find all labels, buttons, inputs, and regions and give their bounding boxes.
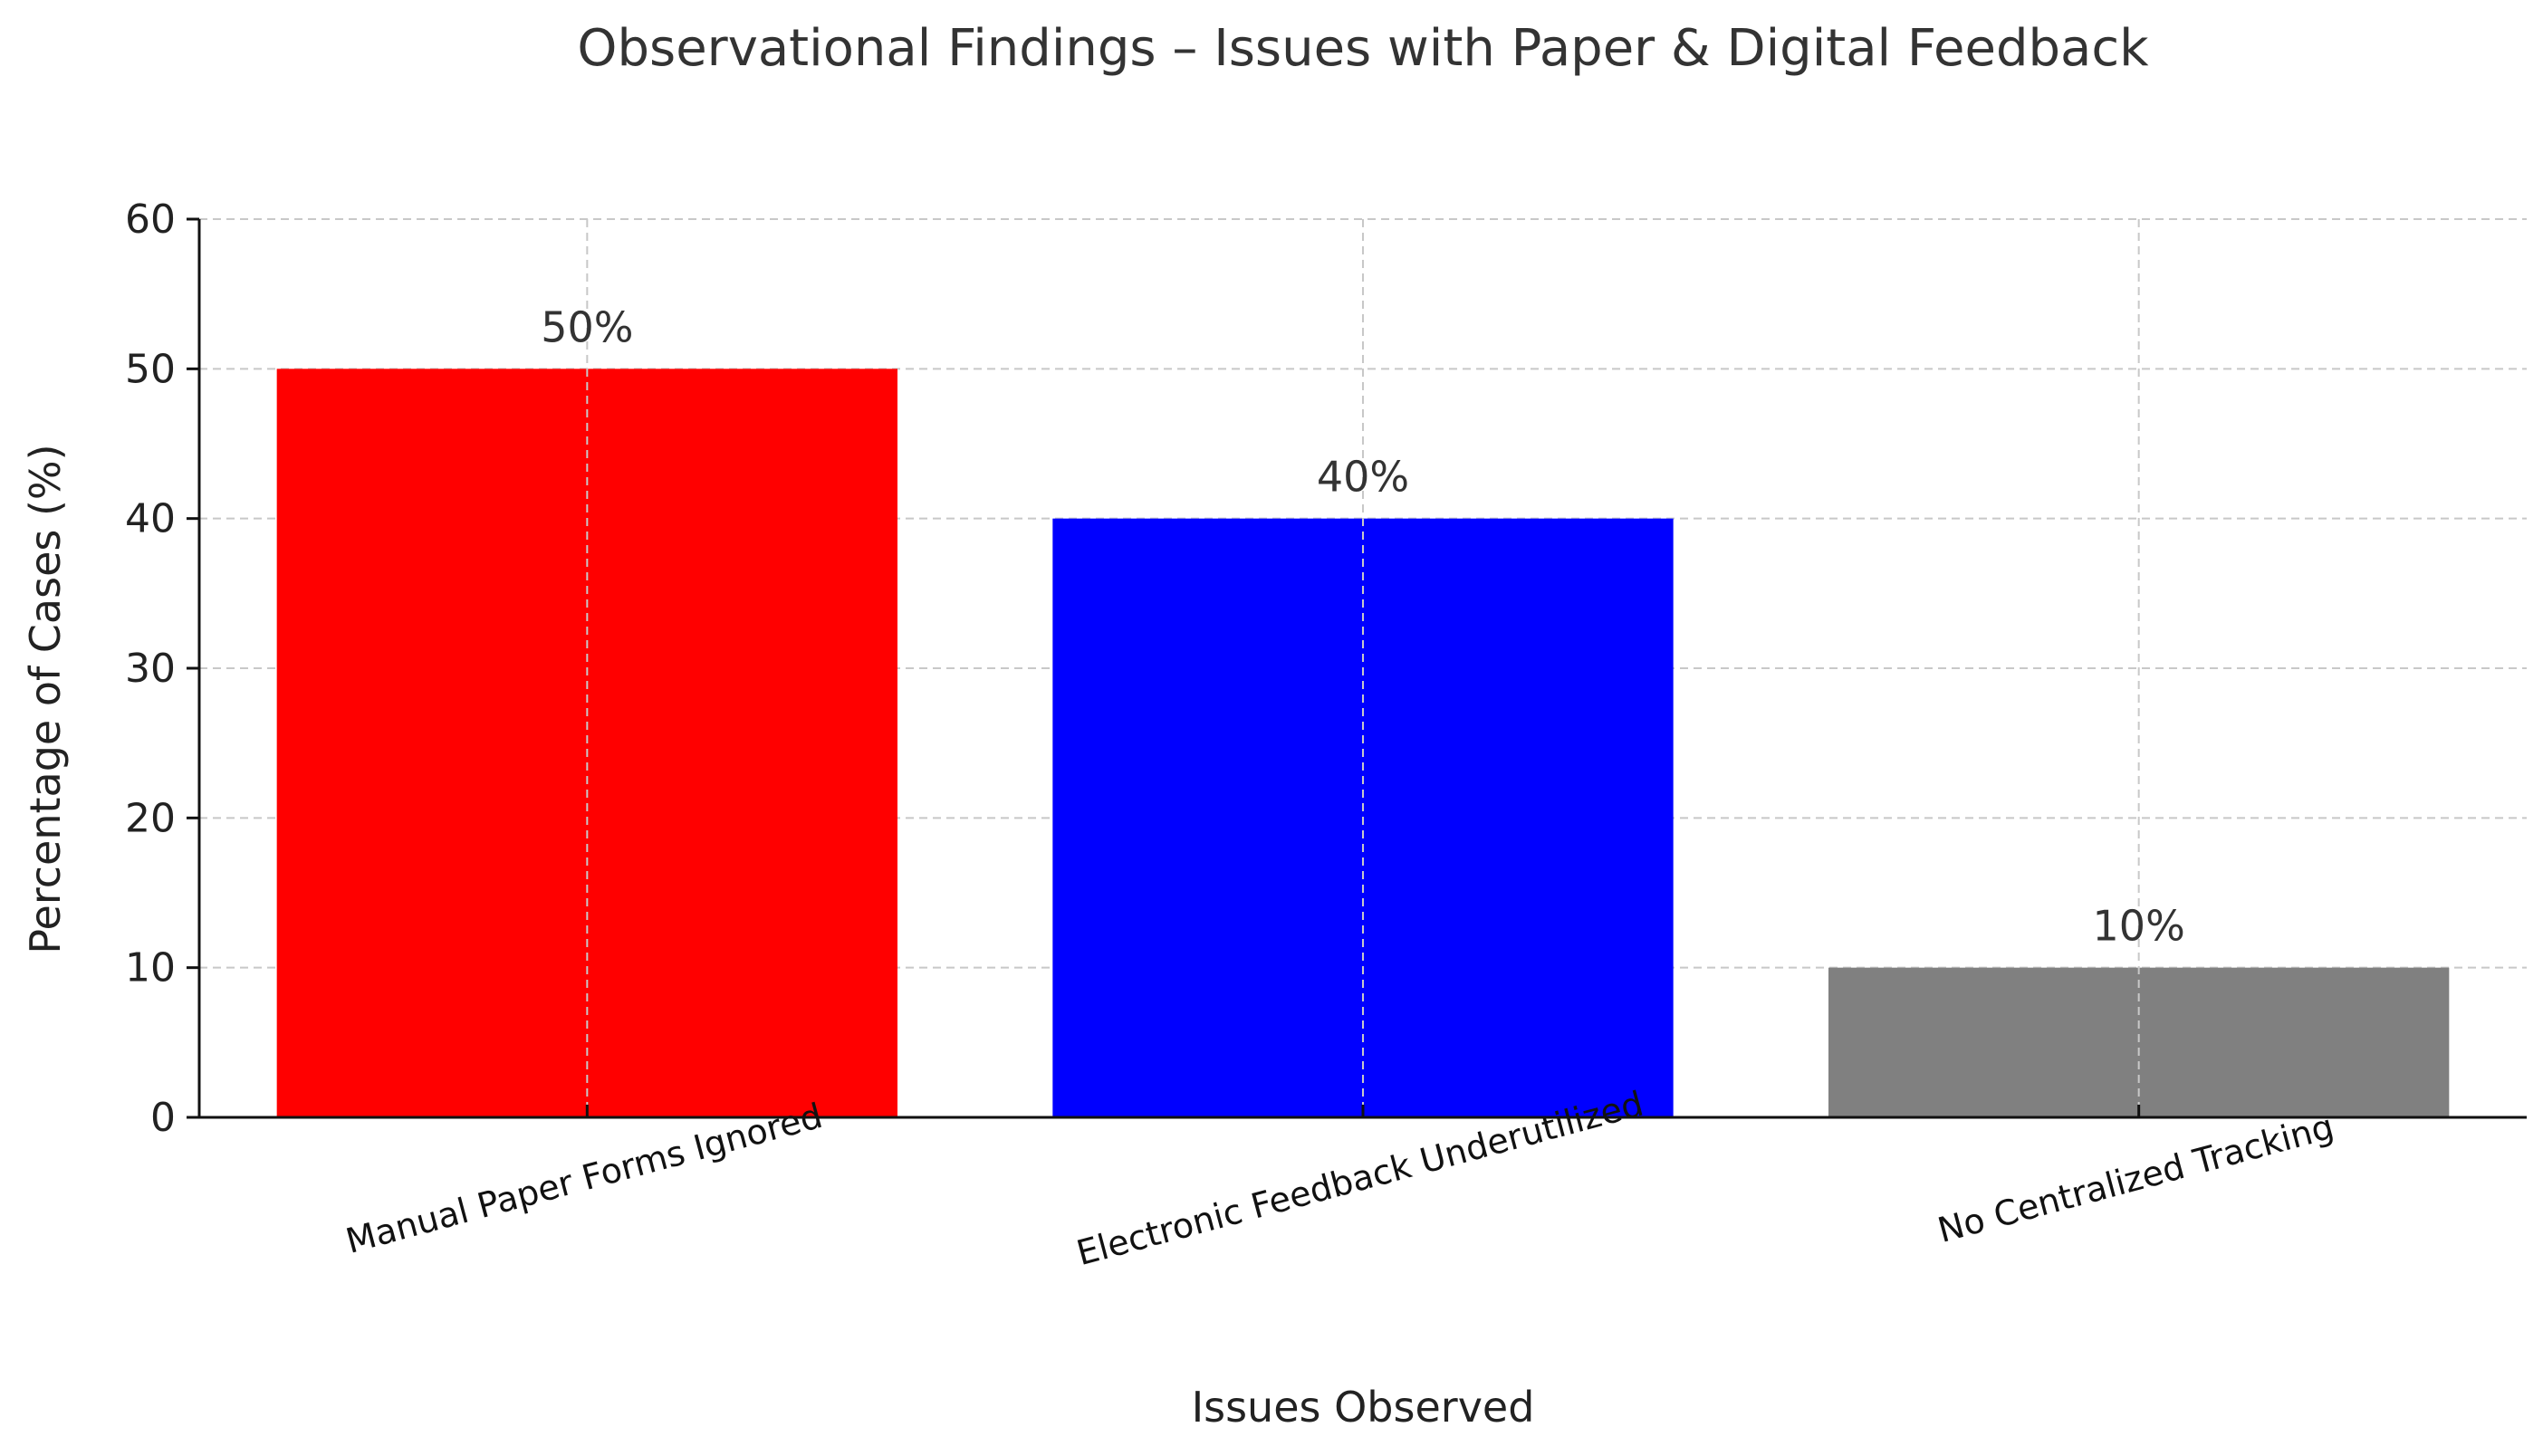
y-tick-label: 40 xyxy=(125,496,176,542)
x-tick-label: Manual Paper Forms Ignored xyxy=(341,1096,826,1261)
bar-data-labels: 50% 40% 10% xyxy=(541,302,2185,950)
y-axis-label: Percentage of Cases (%) xyxy=(21,444,70,953)
vertical-grid-lines xyxy=(586,219,2140,1117)
y-tick-label: 20 xyxy=(125,795,176,841)
bar-data-label: 40% xyxy=(1317,453,1409,502)
chart-title: Observational Findings – Issues with Pap… xyxy=(577,19,2149,78)
y-tick-label: 60 xyxy=(125,196,176,243)
y-tick-labels: 0 10 20 30 40 50 60 xyxy=(125,196,176,1141)
y-tick-label: 30 xyxy=(125,646,176,692)
y-tick-label: 50 xyxy=(125,346,176,392)
bar-data-label: 50% xyxy=(541,302,633,351)
x-axis-label: Issues Observed xyxy=(1192,1383,1535,1432)
axes xyxy=(187,217,2527,1119)
y-tick-label: 0 xyxy=(150,1095,176,1141)
y-tick-label: 10 xyxy=(125,945,176,991)
bar-data-label: 10% xyxy=(2093,902,2185,951)
x-tick-label: No Centralized Tracking xyxy=(1934,1106,2337,1250)
